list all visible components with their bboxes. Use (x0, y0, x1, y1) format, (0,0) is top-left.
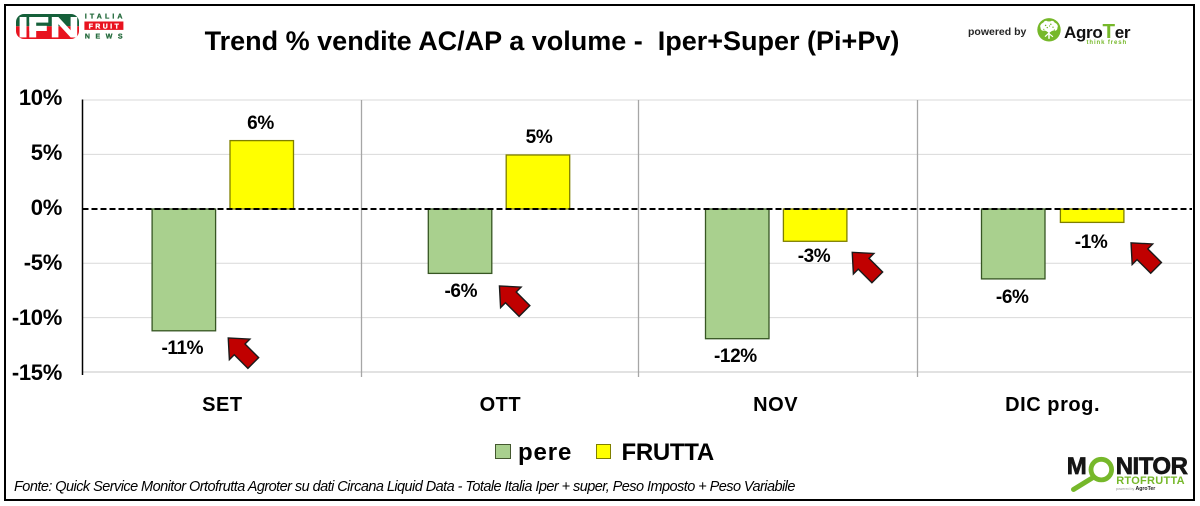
svg-text:powered by: powered by (1116, 487, 1135, 491)
svg-text:AgroTer: AgroTer (1136, 486, 1156, 492)
svg-text:ITALIA: ITALIA (85, 14, 126, 21)
svg-text:FRUIT: FRUIT (89, 23, 122, 30)
svg-text:NEWS: NEWS (85, 33, 128, 40)
